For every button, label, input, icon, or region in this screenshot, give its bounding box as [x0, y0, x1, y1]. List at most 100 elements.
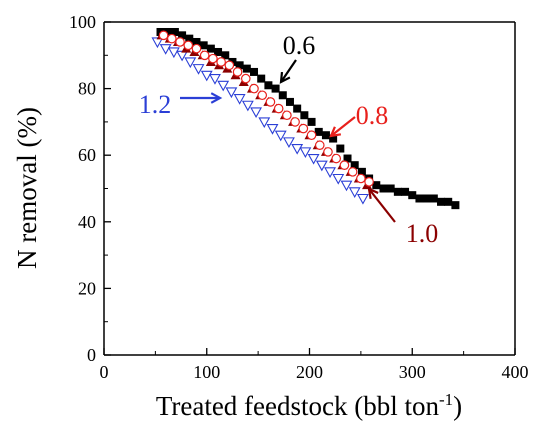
point-series-1-2: [184, 57, 197, 69]
x-tick-label: 100: [193, 362, 220, 382]
point-series-0-6: [206, 44, 215, 53]
point-series-0-8: [282, 110, 292, 121]
point-series-0-8: [249, 83, 259, 94]
point-series-0-8: [265, 97, 276, 107]
annotation-label-1-2: 1.2: [139, 90, 172, 119]
point-series-1-2: [258, 117, 271, 129]
point-series-0-6: [336, 144, 345, 153]
point-series-0-6: [314, 127, 323, 136]
annotation-arrow-1-0: [368, 188, 396, 223]
point-series-0-6: [300, 111, 309, 120]
point-series-0-6: [178, 31, 187, 40]
point-series-0-8: [183, 40, 194, 51]
point-series-1-2: [324, 167, 336, 178]
point-series-0-6: [250, 67, 259, 76]
y-tick-label: 80: [78, 79, 96, 99]
point-series-0-8: [224, 60, 235, 71]
x-axis-title-main: Treated feedstock (bbl ton: [156, 391, 440, 421]
point-series-0-6: [357, 167, 366, 176]
point-series-0-8: [167, 33, 177, 44]
point-series-0-6: [408, 191, 417, 200]
point-series-0-6: [214, 47, 223, 56]
point-series-0-8: [257, 90, 268, 101]
point-series-1-2: [283, 137, 295, 149]
point-series-1-2: [250, 107, 263, 119]
point-series-0-6: [271, 84, 280, 93]
point-series-1-2: [315, 160, 328, 172]
point-series-0-8: [323, 147, 333, 157]
point-series-0-6: [192, 37, 201, 46]
point-series-0-6: [422, 194, 431, 203]
point-series-0-6: [429, 194, 438, 203]
point-series-0-6: [278, 91, 287, 100]
point-series-1-2: [274, 130, 287, 142]
point-series-1-2: [225, 87, 238, 99]
point-series-0-8: [290, 117, 300, 127]
x-tick-label: 300: [399, 362, 426, 382]
point-series-0-6: [379, 184, 388, 193]
point-series-0-6: [170, 27, 179, 36]
y-tick-label: 20: [78, 278, 96, 298]
annotation-arrowhead-0-6: [279, 71, 291, 84]
point-series-0-6: [242, 64, 251, 73]
point-series-0-6: [343, 154, 352, 163]
plot-frame: 0 100 200 300 400 0 20 40 60 80 100: [69, 12, 529, 382]
point-series-1-2: [167, 47, 180, 59]
point-series-0-6: [185, 34, 194, 43]
data-points: [151, 27, 460, 210]
point-series-1-2: [200, 70, 213, 82]
point-series-0-6: [221, 51, 230, 60]
point-series-1-2: [241, 100, 254, 112]
y-tick-label: 100: [69, 12, 96, 32]
y-tick-label: 0: [87, 345, 96, 365]
annotation-arrow-0-6: [280, 59, 297, 83]
x-axis-title-end: ): [453, 391, 462, 421]
point-series-0-6: [321, 131, 330, 140]
x-axis-title: Treated feedstock (bbl ton-1): [156, 390, 462, 421]
point-series-0-6: [393, 187, 402, 196]
point-series-0-8: [208, 53, 218, 64]
y-tick-label: 40: [78, 212, 96, 232]
point-series-0-8: [240, 73, 251, 84]
annotations: 0.6 0.8 1.0 1.2: [139, 31, 439, 248]
point-series-0-6: [257, 74, 266, 83]
point-series-0-8: [175, 37, 185, 47]
point-series-0-6: [386, 184, 395, 193]
point-series-0-6: [307, 117, 316, 126]
point-series-1-2: [266, 124, 279, 135]
point-series-1-2: [217, 80, 230, 92]
point-series-0-6: [199, 41, 208, 50]
point-series-0-6: [437, 197, 446, 206]
point-series-0-8: [306, 130, 317, 141]
point-series-0-8: [199, 50, 210, 61]
annotation-arrowhead-1-2: [210, 92, 223, 104]
annotation-arrowhead-1-0: [367, 187, 379, 200]
point-series-1-2: [348, 187, 361, 198]
point-series-0-8: [356, 173, 366, 184]
point-series-0-8: [273, 103, 284, 114]
y-axis-title: N removal (%): [12, 107, 42, 269]
point-series-0-6: [163, 27, 172, 36]
y-tick-label: 60: [78, 145, 96, 165]
point-series-1-2: [209, 74, 221, 85]
point-series-0-8: [331, 153, 342, 164]
point-series-0-8: [232, 67, 243, 77]
point-series-1-2: [291, 143, 304, 155]
point-series-1-2: [307, 153, 320, 165]
annotation-label-0-6: 0.6: [283, 31, 316, 60]
point-series-0-6: [329, 134, 338, 143]
point-series-0-6: [293, 104, 302, 113]
point-series-0-8: [158, 30, 169, 41]
point-series-0-8: [347, 167, 358, 177]
point-series-0-6: [350, 161, 359, 170]
x-tick-label: 0: [100, 362, 109, 382]
point-series-0-6: [415, 194, 424, 203]
point-series-0-8: [339, 160, 350, 170]
annotation-arrowhead-0-8: [329, 126, 342, 138]
x-tick-label: 200: [296, 362, 323, 382]
point-series-0-8: [364, 177, 374, 187]
point-series-0-6: [285, 97, 294, 106]
point-series-1-2: [159, 44, 172, 55]
annotation-label-1-0: 1.0: [406, 219, 439, 248]
annotation-arrow-0-8: [330, 116, 356, 137]
